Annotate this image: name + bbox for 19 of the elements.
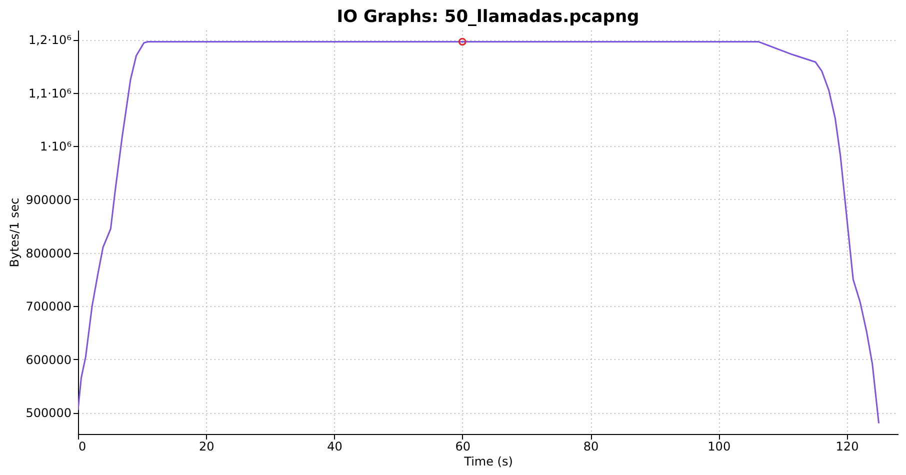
line-series: [78, 40, 880, 424]
y-tick-label: 1,2·10⁶: [28, 33, 72, 48]
x-tick-label: 80: [583, 440, 599, 454]
chart-title: IO Graphs: 50_llamadas.pcapng: [336, 7, 640, 27]
x-tick-label: 0: [78, 440, 86, 454]
x-tick-label: 60: [455, 440, 471, 454]
y-tick-label: 700000: [26, 300, 72, 314]
y-tick-label: 1·10⁶: [40, 140, 72, 154]
y-tick-label: 900000: [26, 192, 72, 207]
x-tick-label: 100: [708, 440, 731, 454]
x-tick-label: 40: [327, 440, 342, 454]
x-axis-title: Time (s): [463, 454, 513, 468]
y-axis-title: Bytes/1 sec: [8, 198, 22, 268]
y-tick-label: 500000: [26, 406, 72, 420]
x-tick-label: 120: [836, 440, 859, 454]
y-tick-label: 600000: [26, 352, 72, 367]
x-tick-label: 20: [198, 440, 214, 454]
y-tick-label: 1,1·10⁶: [28, 86, 72, 100]
y-tick-label: 800000: [26, 246, 72, 260]
